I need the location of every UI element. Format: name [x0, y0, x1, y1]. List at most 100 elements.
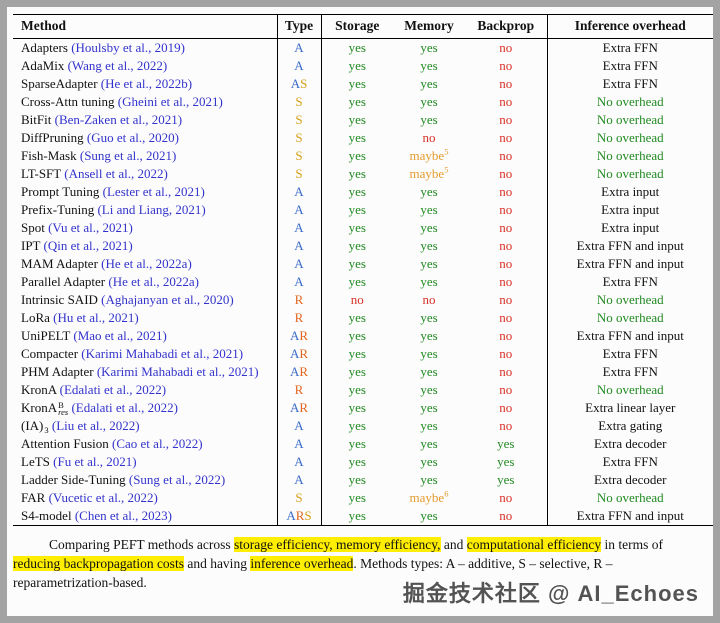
method-cell: Cross-Attn tuning (Gheini et al., 2021) [13, 93, 277, 111]
type-cell: S [276, 147, 322, 165]
storage-cell: yes [348, 328, 366, 343]
table-caption: Comparing PEFT methods across storage ef… [13, 535, 713, 592]
citation-link[interactable]: (Liu et al., 2022) [51, 418, 140, 433]
citation-link[interactable]: (Lester et al., 2021) [102, 184, 205, 199]
citation-link[interactable]: (Cao et al., 2022) [112, 436, 203, 451]
overhead-cell: No overhead [546, 381, 713, 399]
overhead-cell: Extra FFN [546, 345, 713, 363]
overhead-cell: No overhead [546, 291, 713, 309]
type-cell: S [276, 93, 322, 111]
backprop-cell: no [499, 256, 513, 271]
peft-comparison-table: Method Type Storage Memory Backprop Infe… [13, 14, 713, 526]
method-name: Prompt Tuning [21, 184, 100, 199]
method-cell: SparseAdapter (He et al., 2022b) [13, 75, 277, 93]
table-row: Cross-Attn tuning (Gheini et al., 2021) S… [13, 93, 713, 111]
header-overhead: Inference overhead [546, 14, 713, 39]
caption-text: and [440, 537, 467, 552]
citation-link[interactable]: (Karimi Mahabadi et al., 2021) [81, 346, 244, 361]
backprop-cell: no [499, 238, 513, 253]
caption-highlight: storage efficiency, memory efficiency, [234, 537, 441, 552]
table-row: S4-model (Chen et al., 2023) ARS yes yes no E… [13, 507, 713, 526]
memory-cell: yes [420, 418, 438, 433]
citation-link[interactable]: (Li and Liang, 2021) [97, 202, 206, 217]
citation-link[interactable]: (Hu et al., 2021) [53, 310, 139, 325]
citation-link[interactable]: (Qin et al., 2021) [43, 238, 133, 253]
overhead-cell: Extra decoder [546, 471, 713, 489]
memory-cell: yes [420, 454, 438, 469]
method-supsub: 3 [44, 425, 49, 435]
citation-link[interactable]: (Karimi Mahabadi et al., 2021) [96, 364, 259, 379]
method-cell: Spot (Vu et al., 2021) [13, 219, 277, 237]
citation-link[interactable]: (He et al., 2022a) [101, 256, 192, 271]
type-cell: A [276, 183, 322, 201]
citation-link[interactable]: (He et al., 2022b) [100, 76, 193, 91]
header-memory: Memory [393, 14, 465, 39]
backprop-cell: no [499, 112, 513, 127]
backprop-cell: no [499, 274, 513, 289]
overhead-cell: Extra input [546, 219, 713, 237]
citation-link[interactable]: (Edalati et al., 2022) [71, 400, 178, 415]
citation-link[interactable]: (He et al., 2022a) [108, 274, 199, 289]
storage-cell: yes [348, 148, 366, 163]
backprop-cell: no [499, 382, 513, 397]
citation-link[interactable]: (Chen et al., 2023) [74, 508, 172, 523]
method-name: LeTS [21, 454, 50, 469]
citation-link[interactable]: (Houlsby et al., 2019) [71, 40, 185, 55]
method-name: IPT [21, 238, 41, 253]
citation-link[interactable]: (Aghajanyan et al., 2020) [101, 292, 234, 307]
citation-link[interactable]: (Sung et al., 2022) [128, 472, 226, 487]
citation-link[interactable]: (Gheini et al., 2021) [117, 94, 223, 109]
citation-link[interactable]: (Fu et al., 2021) [53, 454, 137, 469]
method-cell: MAM Adapter (He et al., 2022a) [13, 255, 277, 273]
memory-cell: yes [420, 508, 438, 523]
memory-cell: yes [420, 346, 438, 361]
memory-cell: yes [420, 256, 438, 271]
citation-link[interactable]: (Sung et al., 2021) [79, 148, 177, 163]
memory-cell: yes [420, 364, 438, 379]
method-name: MAM Adapter [21, 256, 98, 271]
method-name: PHM Adapter [21, 364, 94, 379]
storage-cell: yes [348, 382, 366, 397]
backprop-cell: yes [497, 472, 515, 487]
citation-link[interactable]: (Ansell et al., 2022) [64, 166, 168, 181]
storage-cell: yes [348, 40, 366, 55]
storage-cell: yes [348, 274, 366, 289]
backprop-cell: no [499, 184, 513, 199]
type-cell: S [276, 489, 322, 507]
citation-link[interactable]: (Edalati et al., 2022) [59, 382, 167, 397]
citation-link[interactable]: (Guo et al., 2020) [86, 130, 179, 145]
type-cell: S [276, 111, 322, 129]
memory-cell: yes [420, 400, 438, 415]
method-cell: IPT (Qin et al., 2021) [13, 237, 277, 255]
backprop-cell: yes [497, 454, 515, 469]
citation-link[interactable]: (Vucetic et al., 2022) [48, 490, 158, 505]
storage-cell: yes [348, 58, 366, 73]
overhead-cell: Extra FFN [546, 273, 713, 291]
method-cell: LoRa (Hu et al., 2021) [13, 309, 277, 327]
overhead-cell: Extra input [546, 201, 713, 219]
citation-link[interactable]: (Ben-Zaken et al., 2021) [54, 112, 183, 127]
citation-link[interactable]: (Wang et al., 2022) [67, 58, 168, 73]
backprop-cell: yes [497, 436, 515, 451]
storage-cell: yes [348, 418, 366, 433]
storage-cell: no [350, 292, 364, 307]
storage-cell: yes [348, 76, 366, 91]
watermark-text: 掘金技术社区 @ AI_Echoes [402, 581, 699, 606]
citation-link[interactable]: (Mao et al., 2021) [73, 328, 167, 343]
citation-link[interactable]: (Vu et al., 2021) [48, 220, 133, 235]
type-cell: R [276, 381, 322, 399]
method-name: S4-model [21, 508, 72, 523]
paper-sheet: Method Type Storage Memory Backprop Infe… [7, 7, 713, 616]
memory-cell: yes [420, 58, 438, 73]
overhead-cell: Extra FFN and input [546, 255, 713, 273]
type-cell: ARS [276, 507, 322, 526]
backprop-cell: no [499, 418, 513, 433]
method-name: KronA [21, 400, 58, 415]
